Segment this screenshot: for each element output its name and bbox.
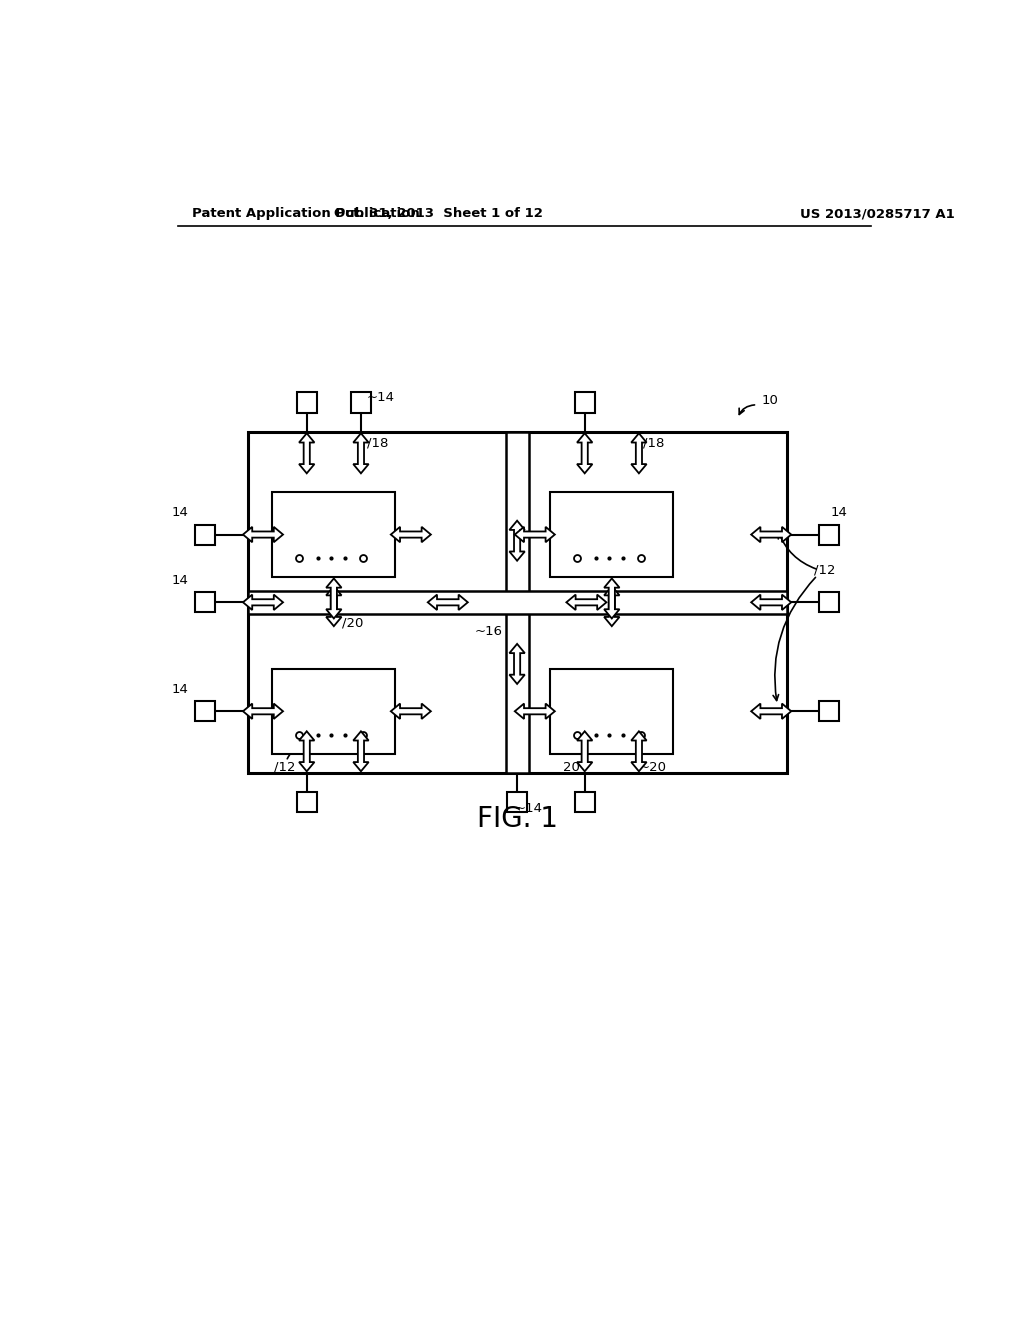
Polygon shape <box>243 594 283 610</box>
Polygon shape <box>604 578 620 619</box>
Bar <box>351 392 371 412</box>
Text: LOGIC: LOGIC <box>594 532 630 543</box>
Text: ~16: ~16 <box>475 626 503 638</box>
Polygon shape <box>391 704 431 719</box>
Text: Oct. 31, 2013  Sheet 1 of 12: Oct. 31, 2013 Sheet 1 of 12 <box>334 207 543 220</box>
Text: 10: 10 <box>762 395 779 408</box>
Text: /20: /20 <box>342 616 362 630</box>
Text: ~14: ~14 <box>367 391 395 404</box>
Bar <box>819 701 839 721</box>
Bar <box>574 392 595 412</box>
Polygon shape <box>631 433 646 474</box>
Bar <box>196 593 215 612</box>
Bar <box>272 669 395 754</box>
Polygon shape <box>243 704 283 719</box>
Polygon shape <box>509 520 524 561</box>
Polygon shape <box>509 644 524 684</box>
Bar <box>196 524 215 545</box>
Polygon shape <box>515 704 555 719</box>
Text: PROGRAMMABLE: PROGRAMMABLE <box>284 693 384 702</box>
Text: 14: 14 <box>171 684 188 696</box>
Text: Patent Application Publication: Patent Application Publication <box>193 207 420 220</box>
Text: ~14: ~14 <box>515 801 543 814</box>
Polygon shape <box>631 731 646 771</box>
Text: /18: /18 <box>367 437 388 450</box>
Polygon shape <box>353 433 369 474</box>
Bar <box>248 432 786 774</box>
Bar <box>506 432 528 774</box>
Polygon shape <box>577 433 593 474</box>
Polygon shape <box>243 527 283 543</box>
Text: 14: 14 <box>171 507 188 520</box>
Text: FIG. 1: FIG. 1 <box>476 805 558 833</box>
Polygon shape <box>326 578 342 619</box>
Text: PROGRAMMABLE: PROGRAMMABLE <box>284 516 384 525</box>
Bar <box>272 492 395 577</box>
Polygon shape <box>428 594 468 610</box>
Polygon shape <box>353 731 369 771</box>
Bar <box>297 792 316 812</box>
Text: LOGIC: LOGIC <box>594 709 630 719</box>
Text: ~20: ~20 <box>639 760 667 774</box>
Polygon shape <box>391 527 431 543</box>
Text: /18: /18 <box>643 437 665 450</box>
Polygon shape <box>604 586 620 626</box>
Polygon shape <box>577 731 593 771</box>
Bar <box>248 591 786 614</box>
Text: PROGRAMMABLE: PROGRAMMABLE <box>562 693 662 702</box>
Polygon shape <box>299 731 314 771</box>
Bar <box>297 392 316 412</box>
Polygon shape <box>566 594 606 610</box>
Text: 14: 14 <box>171 574 188 587</box>
Text: /12: /12 <box>273 760 295 774</box>
Text: LOGIC: LOGIC <box>316 532 351 543</box>
Text: LOGIC: LOGIC <box>316 709 351 719</box>
Polygon shape <box>326 586 342 626</box>
Polygon shape <box>752 594 792 610</box>
Bar <box>819 524 839 545</box>
Polygon shape <box>299 433 314 474</box>
Polygon shape <box>515 527 555 543</box>
Text: 20: 20 <box>562 760 580 774</box>
Text: 14: 14 <box>830 507 848 520</box>
Bar <box>574 792 595 812</box>
Polygon shape <box>752 527 792 543</box>
Text: PROGRAMMABLE: PROGRAMMABLE <box>562 516 662 525</box>
Text: /12: /12 <box>813 564 835 577</box>
Bar <box>196 701 215 721</box>
Polygon shape <box>752 704 792 719</box>
Bar <box>550 669 674 754</box>
Bar <box>819 593 839 612</box>
Text: US 2013/0285717 A1: US 2013/0285717 A1 <box>801 207 955 220</box>
Bar <box>507 792 527 812</box>
Bar <box>550 492 674 577</box>
